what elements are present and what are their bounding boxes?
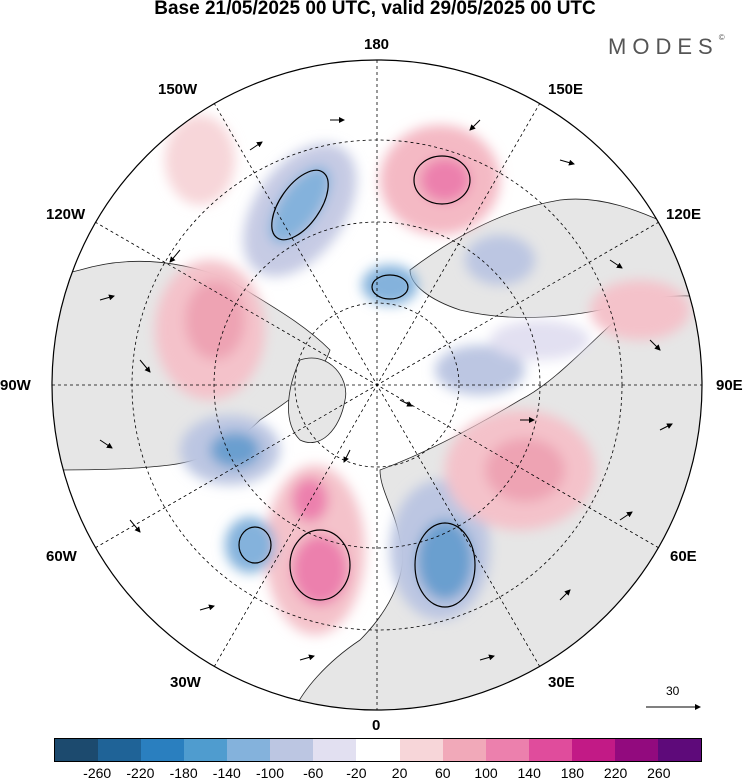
greenland-land bbox=[288, 357, 347, 443]
lon-label-30e: 30E bbox=[548, 674, 575, 691]
contour-lines bbox=[238, 155, 476, 608]
colorbar-tick-label: 180 bbox=[560, 765, 585, 781]
colorbar-swatch bbox=[141, 739, 185, 761]
colorbar-tick-label: -140 bbox=[212, 765, 241, 781]
colorbar-tick-label: 140 bbox=[517, 765, 541, 781]
lon-label-90w: 90W bbox=[0, 377, 31, 394]
lon-label-150w: 150W bbox=[158, 81, 198, 98]
logo-mark: © bbox=[718, 32, 725, 42]
lon-label-120e: 120E bbox=[666, 206, 702, 223]
map-title: Base 21/05/2025 00 UTC, valid 29/05/2025… bbox=[154, 0, 596, 19]
colorbar-tick-label: 260 bbox=[647, 765, 671, 781]
lon-label-0: 0 bbox=[372, 717, 381, 734]
colorbar-tick-label: -180 bbox=[169, 765, 198, 781]
colorbar-swatch bbox=[313, 739, 357, 761]
colorbar-swatch bbox=[356, 739, 400, 761]
lon-label-60e: 60E bbox=[670, 548, 697, 565]
colorbar-tick-label: -220 bbox=[126, 765, 155, 781]
colorbar-swatch bbox=[614, 739, 658, 761]
logo-text: MODES bbox=[608, 34, 719, 59]
polar-map bbox=[51, 59, 703, 711]
colorbar-tick-label: 20 bbox=[391, 765, 408, 781]
colorbar-swatch bbox=[55, 739, 99, 761]
colorbar-tick-label: -20 bbox=[346, 765, 367, 781]
colorbar-tick-label: -100 bbox=[255, 765, 285, 781]
colorbar-tick-label: 100 bbox=[474, 765, 498, 781]
lon-label-120w: 120W bbox=[46, 206, 86, 223]
anomaly-fields bbox=[155, 115, 690, 635]
colorbar-swatch bbox=[399, 739, 443, 761]
modes-logo: MODES© bbox=[608, 32, 725, 60]
colorbar-swatch bbox=[485, 739, 529, 761]
colorbar-swatch bbox=[528, 739, 572, 761]
lon-label-180: 180 bbox=[364, 36, 390, 53]
lon-label-150e: 150E bbox=[548, 81, 584, 98]
colorbar-swatch bbox=[442, 739, 486, 761]
lon-label-60w: 60W bbox=[46, 548, 77, 565]
colorbar-tick-label: 220 bbox=[603, 765, 628, 781]
colorbar bbox=[54, 738, 702, 762]
colorbar-swatch bbox=[184, 739, 228, 761]
vector-scale-label: 30 bbox=[666, 684, 680, 698]
colorbar-tick-label: 60 bbox=[435, 765, 451, 781]
wind-vectors bbox=[99, 117, 673, 661]
lon-label-30w: 30W bbox=[170, 674, 201, 691]
colorbar-tick-label: -260 bbox=[83, 765, 112, 781]
colorbar-swatch bbox=[270, 739, 314, 761]
colorbar-tick-label: -60 bbox=[303, 765, 324, 781]
graticule bbox=[52, 60, 702, 710]
colorbar-swatch bbox=[227, 739, 271, 761]
lon-label-90e: 90E bbox=[716, 377, 743, 394]
colorbar-swatch bbox=[571, 739, 615, 761]
map-boundary bbox=[51, 59, 703, 711]
colorbar-swatch bbox=[98, 739, 142, 761]
colorbar-swatch bbox=[657, 739, 701, 761]
